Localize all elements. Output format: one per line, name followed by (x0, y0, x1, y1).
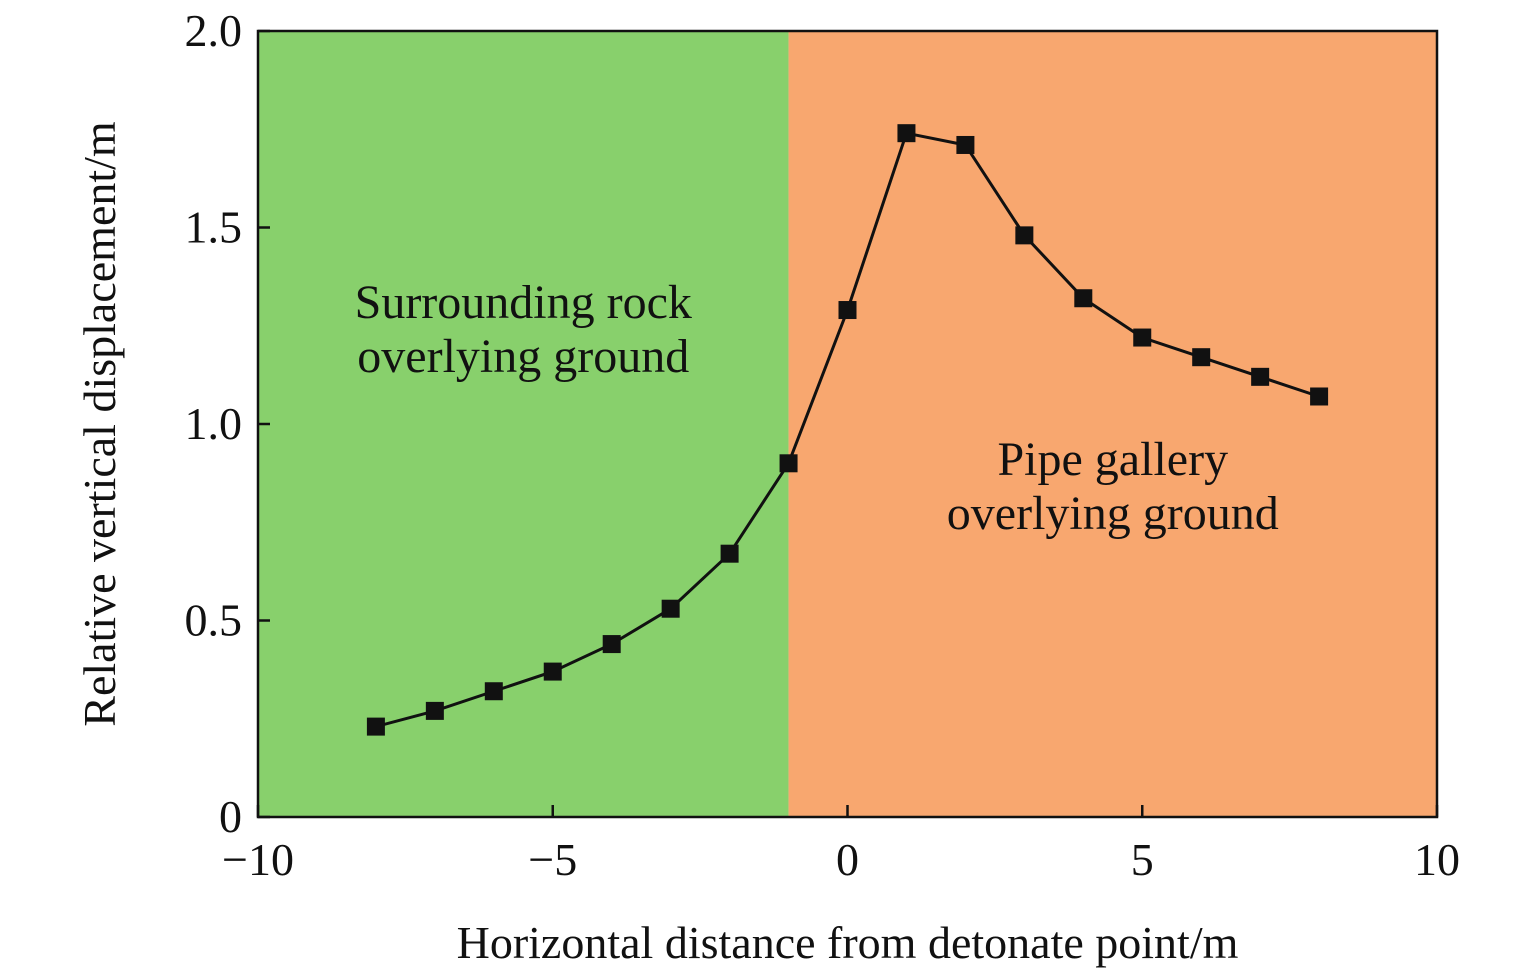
data-point (897, 124, 916, 143)
data-point (661, 599, 680, 618)
y-tick-label: 0.5 (185, 595, 243, 646)
y-tick-label: 1.0 (185, 398, 243, 449)
x-axis-ticks: −10 −5 0 5 10 (222, 805, 1460, 885)
x-tick-label: −10 (222, 834, 294, 885)
x-tick-label: 10 (1414, 834, 1460, 885)
y-axis-label: Relative vertical displacement/m (74, 121, 125, 727)
data-series (366, 124, 1329, 736)
x-tick-label: 5 (1131, 834, 1154, 885)
data-point (838, 301, 857, 320)
data-point (1074, 289, 1093, 308)
y-tick-label: 0 (219, 791, 242, 842)
region-label-line: Pipe gallery (997, 433, 1228, 486)
x-axis-label: Horizontal distance from detonate point/… (457, 917, 1239, 968)
data-point (484, 682, 503, 701)
x-tick-label: −5 (528, 834, 577, 885)
data-point (1251, 367, 1270, 386)
region-label-line: overlying ground (357, 330, 689, 383)
data-point (1310, 387, 1329, 406)
data-point (543, 662, 562, 681)
x-tick-label: 0 (836, 834, 859, 885)
data-point (779, 454, 798, 473)
data-point (1133, 328, 1152, 347)
region-label-1: Pipe gallery overlying ground (947, 433, 1279, 540)
data-point (366, 717, 385, 736)
data-point (1015, 226, 1034, 245)
region-label-line: Surrounding rock (355, 276, 692, 329)
y-tick-label: 2.0 (185, 5, 243, 56)
region-label-line: overlying ground (947, 487, 1279, 540)
data-point (602, 635, 621, 654)
data-point (425, 701, 444, 720)
y-tick-label: 1.5 (185, 202, 243, 253)
data-point (1192, 348, 1211, 367)
y-axis-ticks: 0 0.5 1.0 1.5 2.0 (185, 5, 270, 842)
data-point (956, 135, 975, 154)
data-point (720, 544, 739, 563)
region-0 (258, 31, 789, 817)
region-1 (788, 31, 1437, 817)
region-label-0: Surrounding rock overlying ground (355, 276, 692, 383)
region-backgrounds (258, 31, 1437, 817)
